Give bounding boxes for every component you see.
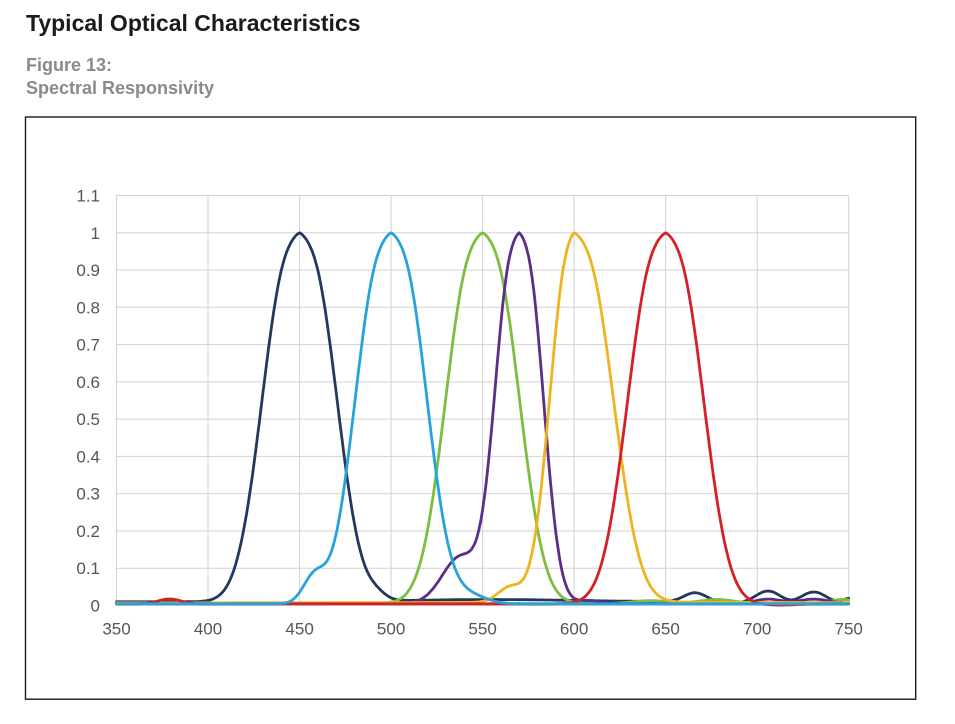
svg-text:1: 1 [91,224,100,243]
svg-text:350: 350 [102,620,130,639]
svg-text:650: 650 [651,620,679,639]
svg-text:0.2: 0.2 [76,522,100,541]
svg-text:0.8: 0.8 [76,298,100,317]
svg-text:0.7: 0.7 [76,336,100,355]
svg-text:0.3: 0.3 [76,485,100,504]
svg-text:400: 400 [194,620,222,639]
svg-text:550: 550 [468,620,496,639]
svg-text:1.1: 1.1 [76,187,100,206]
svg-text:0.5: 0.5 [76,410,100,429]
svg-text:0: 0 [91,597,100,616]
svg-text:0.1: 0.1 [76,559,100,578]
svg-text:750: 750 [835,620,863,639]
svg-text:500: 500 [377,620,405,639]
svg-text:0.9: 0.9 [76,261,100,280]
svg-text:450: 450 [285,620,313,639]
svg-text:700: 700 [743,620,771,639]
svg-text:0.4: 0.4 [76,447,100,466]
svg-text:600: 600 [560,620,588,639]
svg-text:0.6: 0.6 [76,373,100,392]
